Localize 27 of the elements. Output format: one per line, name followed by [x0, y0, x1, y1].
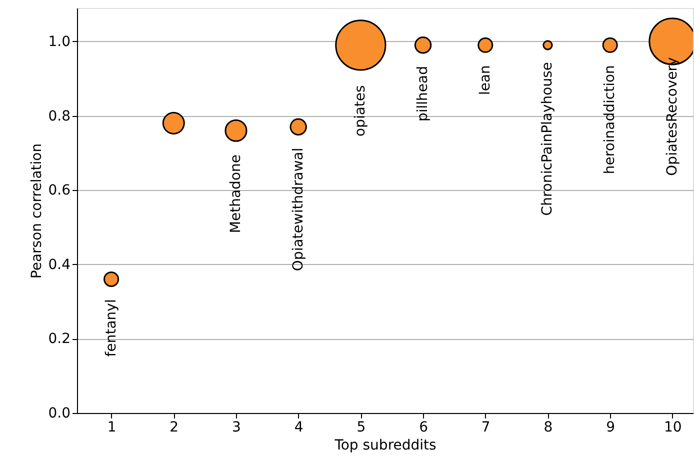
y-tick-label: 0.4 — [48, 256, 71, 273]
annotation: ChronicPainPlayhouse — [540, 62, 556, 216]
x-tick-label: 2 — [170, 420, 179, 436]
annotation: opiates — [352, 85, 369, 136]
x-tick-label: 1 — [107, 420, 116, 436]
y-tick-label: 0.8 — [48, 108, 70, 124]
annotation: OpiatesRecovery — [664, 57, 680, 176]
y-tick-label: 1.0 — [48, 34, 70, 50]
x-tick-label: 10 — [664, 420, 682, 436]
x-tick-label: 3 — [232, 420, 241, 436]
annotation: Methadone — [228, 154, 244, 234]
annotation: fentanyl — [103, 299, 120, 357]
x-tick-label: 8 — [544, 420, 553, 436]
x-tick-label: 9 — [606, 420, 616, 436]
annotation: lean — [477, 65, 494, 96]
annotation: Opiatewithdrawal — [290, 148, 306, 272]
x-tick-label: 5 — [356, 420, 366, 436]
annotation: pillhead — [415, 66, 432, 122]
y-tick-label: 0.6 — [48, 182, 71, 199]
x-axis-title: Top subreddits — [334, 438, 436, 454]
x-tick-label: 7 — [481, 420, 490, 436]
y-tick-label: 0.0 — [48, 406, 70, 422]
x-tick-label: 4 — [294, 420, 304, 436]
x-tick-label: 6 — [419, 420, 428, 436]
y-axis-title: Pearson correlation — [29, 143, 46, 279]
annotation: heroinaddiction — [602, 65, 618, 174]
y-tick-label: 0.2 — [48, 331, 70, 348]
